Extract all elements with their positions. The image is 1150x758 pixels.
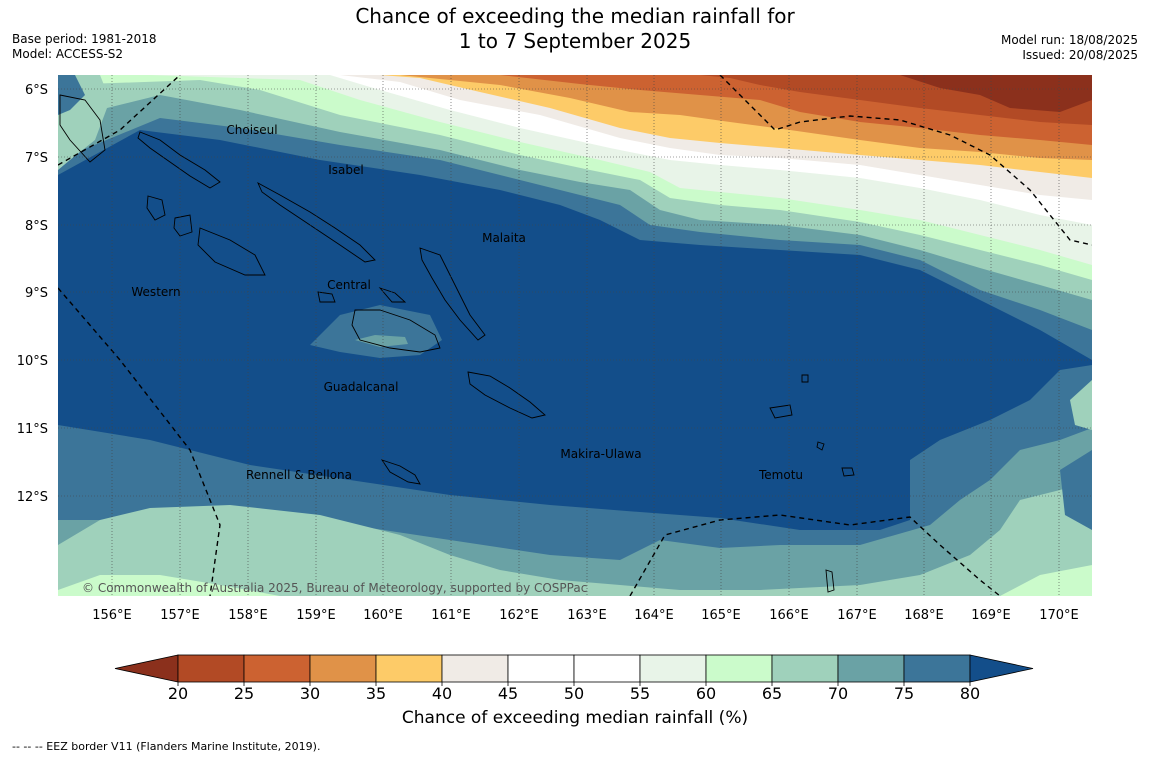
lon-label: 165°E: [701, 608, 741, 623]
lat-label: 8°S: [25, 219, 48, 234]
lon-label: 159°E: [296, 608, 336, 623]
contour-fill: [58, 75, 1092, 596]
lon-label: 162°E: [499, 608, 539, 623]
colorbar-tick-label: 60: [696, 684, 716, 703]
colorbar-ticks: 20 25 30 35 40 45 50 55 60 65 70 75 80: [168, 682, 980, 703]
region-label: Choiseul: [226, 123, 277, 137]
lat-label: 11°S: [17, 422, 48, 437]
lon-label: 170°E: [1039, 608, 1079, 623]
islands: [59, 94, 855, 593]
band-60-65-bottom-right: [1000, 565, 1092, 596]
region-label: Isabel: [328, 163, 363, 177]
colorbar-tick-label: 50: [564, 684, 584, 703]
colorbar-tick-label: 35: [366, 684, 386, 703]
lat-label: 6°S: [25, 83, 48, 98]
band-left-patch2: [58, 75, 85, 115]
lon-label: 167°E: [837, 608, 877, 623]
region-label: Western: [131, 285, 180, 299]
run-info: Model run: 18/08/2025 Issued: 20/08/2025: [1001, 33, 1138, 63]
colorbar: [114, 654, 1034, 683]
band-guadalcanal-patch: [310, 305, 442, 358]
longitude-labels: 156°E 157°E 158°E 159°E 160°E 161°E 162°E 163°E…: [92, 608, 1079, 623]
lat-label: 10°S: [17, 354, 48, 369]
eez-borders: [58, 75, 1092, 596]
map-title: Chance of exceeding the median rainfall …: [0, 4, 1150, 54]
colorbar-label: Chance of exceeding median rainfall (%): [401, 708, 749, 728]
colorbar-extend-low: [114, 654, 179, 683]
lon-label: 156°E: [92, 608, 132, 623]
lat-label: 9°S: [25, 286, 48, 301]
region-label: Makira-Ulawa: [560, 447, 641, 461]
colorbar-swatch: [177, 654, 245, 683]
colorbar-swatch: [771, 654, 839, 683]
copyright-notice: © Commonwealth of Australia 2025, Bureau…: [82, 581, 587, 595]
colorbar-tick-label: 40: [432, 684, 452, 703]
lon-label: 168°E: [904, 608, 944, 623]
colorbar-swatch: [573, 654, 641, 683]
colorbar-swatch: [375, 654, 443, 683]
colorbar-swatch: [705, 654, 773, 683]
title-line-1: Chance of exceeding the median rainfall …: [355, 4, 795, 28]
title-line-2: 1 to 7 September 2025: [458, 29, 692, 53]
region-label: Malaita: [482, 231, 526, 245]
model-name: Model: ACCESS-S2: [12, 47, 124, 61]
colorbar-swatch: [507, 654, 575, 683]
model-run: Model run: 18/08/2025: [1000, 33, 1138, 47]
issued-date: Issued: 20/08/2025: [1022, 48, 1138, 62]
colorbar-tick-label: 20: [168, 684, 188, 703]
colorbar-swatch: [243, 654, 311, 683]
lon-label: 166°E: [769, 608, 809, 623]
colorbar-tick-label: 25: [234, 684, 254, 703]
lon-label: 161°E: [431, 608, 471, 623]
colorbar-swatch: [441, 654, 509, 683]
base-period: Base period: 1981-2018: [12, 32, 157, 46]
colorbar-tick-label: 55: [630, 684, 650, 703]
region-label: Rennell & Bellona: [246, 468, 352, 482]
gridlines: [58, 75, 1092, 596]
colorbar-swatch: [639, 654, 707, 683]
latitude-labels: 6°S 7°S 8°S 9°S 10°S 11°S 12°S: [17, 83, 48, 505]
colorbar-extend-high: [969, 654, 1034, 683]
lat-label: 12°S: [17, 490, 48, 505]
lon-label: 169°E: [971, 608, 1011, 623]
band-below-20-top: [900, 75, 1092, 112]
lon-label: 158°E: [228, 608, 268, 623]
eez-legend-note: -- -- -- EEZ border V11 (Flanders Marine…: [12, 740, 321, 753]
colorbar-swatch: [903, 654, 971, 683]
band-right-light: [1070, 380, 1092, 430]
band-60-65-bottom: [58, 575, 280, 596]
colorbar-tick-label: 30: [300, 684, 320, 703]
lon-label: 157°E: [160, 608, 200, 623]
colorbar-swatch: [837, 654, 905, 683]
base-info: Base period: 1981-2018 Model: ACCESS-S2: [12, 32, 157, 62]
region-label: Guadalcanal: [324, 380, 399, 394]
band-left-blue-bottom: [1060, 450, 1092, 530]
colorbar-tick-label: 65: [762, 684, 782, 703]
lon-label: 164°E: [634, 608, 674, 623]
colorbar-swatch: [309, 654, 377, 683]
lon-label: 163°E: [567, 608, 607, 623]
region-label: Temotu: [758, 468, 803, 482]
colorbar-tick-label: 70: [828, 684, 848, 703]
band-65-70-bottom: [58, 480, 1092, 596]
region-labels: Choiseul Isabel Malaita Western Central Guada…: [131, 123, 803, 482]
colorbar-tick-label: 45: [498, 684, 518, 703]
colorbar-tick-label: 80: [960, 684, 980, 703]
lat-label: 7°S: [25, 151, 48, 166]
colorbar-tick-label: 75: [894, 684, 914, 703]
band-guadalcanal-inner: [355, 335, 408, 347]
region-label: Central: [327, 278, 371, 292]
lon-label: 160°E: [363, 608, 403, 623]
